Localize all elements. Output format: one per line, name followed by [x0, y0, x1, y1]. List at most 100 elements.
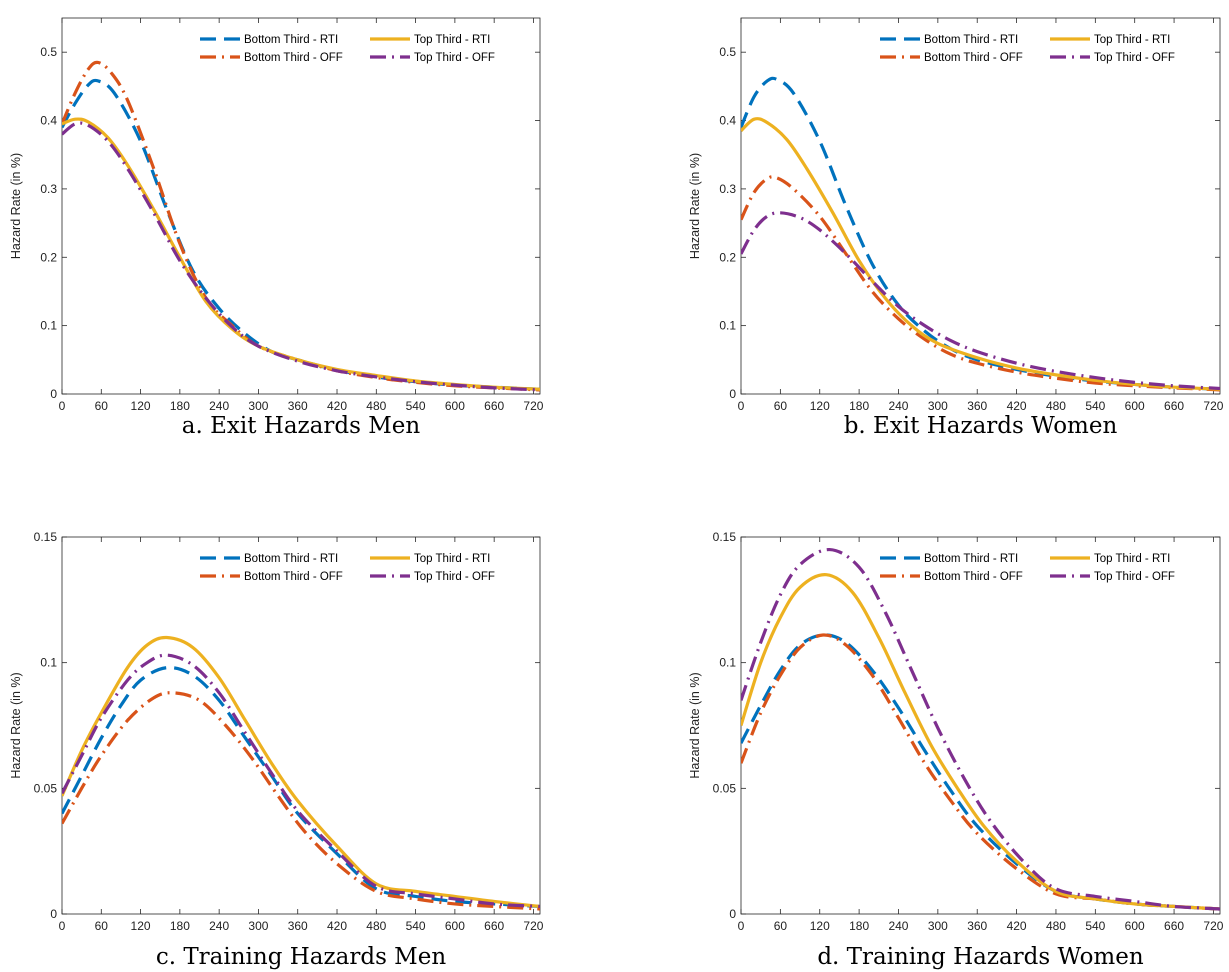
y-axis-label: Hazard Rate (in %) — [9, 153, 23, 259]
legend-label: Top Third - RTI — [1094, 34, 1170, 46]
y-axis-label: Hazard Rate (in %) — [688, 672, 702, 778]
y-tick-label: 0.1 — [40, 656, 57, 670]
x-tick-label: 600 — [1125, 919, 1145, 933]
series-line-top-third-rti — [741, 573, 1220, 911]
legend: Bottom Third - RTI Bottom Third - OFF Top … — [880, 553, 1175, 583]
x-tick-label: 480 — [366, 399, 386, 413]
x-tick-label: 420 — [327, 399, 347, 413]
chart-panel-1: 0 60 120 180 240 300 360 420 480 540 600 660 720 0 0.1… — [9, 17, 544, 439]
y-tick-label: 0.5 — [719, 45, 736, 59]
plot-area — [740, 17, 1221, 395]
legend-label: Top Third - RTI — [1094, 553, 1170, 565]
legend-label: Top Third - OFF — [1094, 52, 1175, 64]
x-tick-label: 360 — [967, 919, 987, 933]
x-tick-label: 60 — [774, 399, 788, 413]
series-line-bottom-third-off — [741, 633, 1220, 911]
x-tick-label: 720 — [523, 399, 543, 413]
y-tick-label: 0.2 — [719, 250, 736, 264]
x-tick-label: 300 — [248, 919, 268, 933]
x-tick-label: 660 — [1164, 399, 1184, 413]
series-lines — [741, 76, 1220, 392]
y-tick-label: 0 — [729, 387, 736, 401]
legend-label: Top Third - RTI — [414, 553, 490, 565]
x-tick-label: 660 — [484, 399, 504, 413]
x-tick-label: 480 — [1046, 919, 1066, 933]
y-tick-label: 0.1 — [40, 319, 57, 333]
chart-panel-3: 0 60 120 180 240 300 360 420 480 540 600 660 720 0 0.0… — [9, 530, 544, 970]
y-tick-label: 0.15 — [34, 530, 58, 544]
x-tick-label: 360 — [288, 919, 308, 933]
x-tick-label: 180 — [849, 919, 869, 933]
y-tick-label: 0.2 — [40, 250, 57, 264]
series-line-top-third-rti — [741, 117, 1220, 391]
y-tick-label: 0.1 — [719, 656, 736, 670]
y-tick-label: 0 — [50, 907, 57, 921]
y-axis-label: Hazard Rate (in %) — [9, 672, 23, 778]
x-tick-label: 360 — [967, 399, 987, 413]
plot-area — [61, 536, 541, 915]
legend-label: Bottom Third - OFF — [924, 52, 1023, 64]
plot-area — [61, 17, 541, 395]
series-line-top-third-off — [62, 121, 540, 392]
x-tick-label: 60 — [95, 919, 109, 933]
y-tick-label: 0.3 — [719, 182, 736, 196]
series-line-bottom-third-rti — [741, 633, 1220, 911]
legend-label: Bottom Third - OFF — [924, 571, 1023, 583]
legend-label: Top Third - OFF — [414, 571, 495, 583]
y-tick-label: 0 — [50, 387, 57, 401]
x-tick-label: 240 — [888, 399, 908, 413]
x-tick-label: 720 — [1203, 919, 1223, 933]
series-line-bottom-third-off — [62, 691, 540, 911]
x-tick-label: 0 — [738, 919, 745, 933]
legend-label: Bottom Third - RTI — [924, 34, 1018, 46]
series-line-bottom-third-off — [741, 175, 1220, 392]
legend-label: Bottom Third - OFF — [244, 571, 343, 583]
x-tick-label: 540 — [1085, 919, 1105, 933]
series-line-top-third-off — [62, 653, 540, 909]
x-tick-label: 120 — [810, 919, 830, 933]
x-tick-label: 420 — [1007, 399, 1027, 413]
chart-caption: a. Exit Hazards Men — [182, 413, 421, 439]
legend-label: Top Third - OFF — [414, 52, 495, 64]
series-lines — [62, 635, 540, 911]
y-tick-label: 0.15 — [713, 530, 737, 544]
x-tick-label: 120 — [810, 399, 830, 413]
x-tick-label: 600 — [1125, 399, 1145, 413]
x-tick-label: 60 — [774, 919, 788, 933]
x-tick-label: 0 — [59, 399, 66, 413]
series-line-top-third-off — [741, 547, 1220, 911]
x-tick-label: 300 — [928, 399, 948, 413]
x-tick-label: 720 — [1203, 399, 1223, 413]
legend-label: Top Third - OFF — [1094, 571, 1175, 583]
series-line-bottom-third-rti — [62, 665, 540, 909]
y-tick-label: 0.4 — [719, 114, 736, 128]
x-tick-label: 480 — [1046, 399, 1066, 413]
legend-label: Bottom Third - RTI — [244, 34, 338, 46]
legend-label: Top Third - RTI — [414, 34, 490, 46]
x-tick-label: 720 — [523, 919, 543, 933]
chart-panel-4: 0 60 120 180 240 300 360 420 480 540 600 660 720 0 0.0… — [688, 530, 1224, 970]
series-lines — [62, 60, 540, 392]
x-tick-label: 180 — [849, 399, 869, 413]
chart-caption: c. Training Hazards Men — [156, 944, 447, 970]
x-tick-label: 600 — [445, 399, 465, 413]
y-tick-label: 0.3 — [40, 182, 57, 196]
x-tick-label: 480 — [366, 919, 386, 933]
legend: Bottom Third - RTI Bottom Third - OFF Top … — [200, 553, 495, 583]
x-tick-label: 420 — [1007, 919, 1027, 933]
x-tick-label: 240 — [209, 919, 229, 933]
y-tick-label: 0.5 — [40, 45, 57, 59]
x-tick-label: 660 — [484, 919, 504, 933]
x-tick-label: 60 — [95, 399, 109, 413]
x-tick-label: 120 — [131, 399, 151, 413]
series-lines — [741, 547, 1220, 911]
x-tick-label: 180 — [170, 919, 190, 933]
y-tick-label: 0 — [729, 907, 736, 921]
x-tick-label: 540 — [406, 919, 426, 933]
chart-caption: b. Exit Hazards Women — [844, 413, 1118, 439]
x-tick-label: 540 — [406, 399, 426, 413]
legend-label: Bottom Third - RTI — [924, 553, 1018, 565]
series-line-top-third-off — [741, 211, 1220, 391]
x-tick-label: 0 — [738, 399, 745, 413]
